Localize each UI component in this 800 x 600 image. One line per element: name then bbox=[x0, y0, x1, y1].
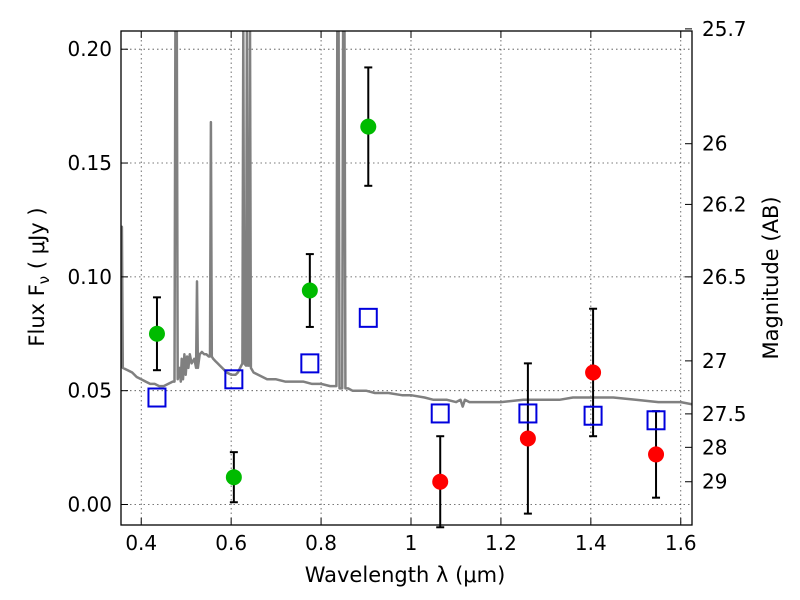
y-axis-label-right: Magnitude (AB) bbox=[759, 196, 783, 359]
model-photometry-point bbox=[358, 307, 378, 328]
x-tick-label: 0.8 bbox=[305, 531, 337, 555]
observed-flux-point bbox=[519, 430, 536, 447]
data-points bbox=[147, 66, 666, 529]
magnitude-tick-label: 27 bbox=[702, 349, 727, 373]
plot-frame bbox=[120, 30, 693, 526]
model-photometry-point bbox=[430, 403, 450, 424]
observed-flux-point bbox=[585, 364, 602, 381]
model-photometry-point bbox=[147, 387, 167, 408]
magnitude-tick-label: 26.5 bbox=[702, 265, 747, 289]
model-photometry-point bbox=[518, 403, 538, 424]
magnitude-tick-label: 28 bbox=[702, 435, 727, 459]
model-photometry-point bbox=[646, 410, 666, 431]
x-tick-label: 0.4 bbox=[125, 531, 157, 555]
y-axis-label-unit: ( μJy ) bbox=[25, 207, 49, 275]
x-tick-label: 1 bbox=[405, 531, 418, 555]
magnitude-tick-label: 26.2 bbox=[702, 192, 747, 216]
y-tick-label: 0.00 bbox=[67, 493, 112, 517]
model-spectrum-line bbox=[121, 31, 692, 408]
observed-flux-point bbox=[301, 282, 318, 299]
observed-flux-point bbox=[432, 473, 449, 490]
magnitude-tick-label: 27.5 bbox=[702, 402, 747, 426]
y-axis-label-main: Flux F bbox=[25, 284, 49, 346]
model-spectrum bbox=[121, 31, 692, 408]
x-axis-label: Wavelength λ (μm) bbox=[305, 563, 506, 587]
magnitude-tick-label: 26 bbox=[702, 132, 727, 156]
model-photometry-point bbox=[224, 369, 244, 390]
y-tick-label: 0.10 bbox=[67, 265, 112, 289]
observed-flux-point bbox=[148, 325, 165, 342]
y-axis-label-subscript: ν bbox=[35, 276, 53, 284]
observed-flux-point bbox=[648, 446, 665, 463]
observed-flux-point bbox=[360, 118, 377, 135]
x-tick-label: 1.2 bbox=[485, 531, 517, 555]
magnitude-tick-label: 25.7 bbox=[702, 17, 747, 41]
y-tick-label: 0.15 bbox=[67, 151, 112, 175]
axes: 0.4 0.6 0.8 1 1.2 1.4 1.6 0.00 0.05 0.10 0.15 0.20 2… bbox=[67, 17, 746, 555]
x-tick-label: 0.6 bbox=[215, 531, 247, 555]
grid-lines bbox=[121, 31, 692, 525]
observed-flux-point bbox=[225, 469, 242, 486]
y-axis-label-left: Flux Fν ( μJy ) bbox=[25, 207, 53, 346]
x-tick-label: 1.6 bbox=[665, 531, 697, 555]
magnitude-tick-label: 29 bbox=[702, 470, 727, 494]
y-tick-label: 0.05 bbox=[67, 379, 112, 403]
model-photometry-point bbox=[583, 405, 603, 426]
x-tick-label: 1.4 bbox=[575, 531, 607, 555]
y-tick-label: 0.20 bbox=[67, 37, 112, 61]
model-photometry-point bbox=[300, 353, 320, 374]
